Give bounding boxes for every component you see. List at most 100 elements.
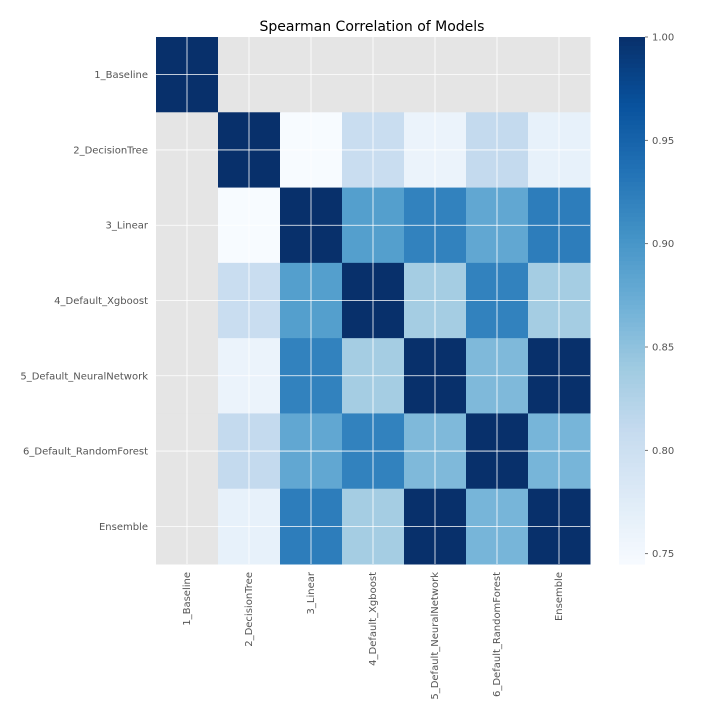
colorbar-segment <box>619 405 645 411</box>
colorbar-segment <box>619 318 645 324</box>
colorbar-tick-label: 1.00 <box>652 33 674 44</box>
colorbar-segment <box>619 54 645 60</box>
colorbar-segment <box>619 155 645 161</box>
colorbar-segment <box>619 190 645 196</box>
colorbar-segment <box>619 111 645 117</box>
colorbar-segment <box>619 335 645 341</box>
colorbar-segment <box>619 85 645 91</box>
colorbar-segment <box>619 89 645 95</box>
colorbar-segment <box>619 476 645 482</box>
colorbar-segment <box>619 419 645 425</box>
row-tick-label: 1_Baseline <box>94 70 148 81</box>
colorbar-segment <box>619 471 645 477</box>
colorbar-segment <box>619 309 645 315</box>
colorbar-segment <box>619 274 645 280</box>
colorbar-segment <box>619 397 645 403</box>
row-tick-labels: 1_Baseline 2_DecisionTree 3_Linear 4_Defaul… <box>20 70 149 533</box>
colorbar-segment <box>619 138 645 143</box>
colorbar-segment <box>619 542 645 548</box>
colorbar-segment <box>619 366 645 372</box>
colorbar-segment <box>619 401 645 407</box>
row-tick-label: 3_Linear <box>106 221 149 232</box>
colorbar-segment <box>619 252 645 258</box>
column-tick-label: 4_Default_Xgboost <box>368 572 379 666</box>
colorbar-segment <box>619 256 645 262</box>
colorbar-segment <box>619 537 645 543</box>
colorbar-segment <box>619 344 645 350</box>
colorbar-segment <box>619 247 645 253</box>
colorbar-segment <box>619 278 645 284</box>
colorbar-segment <box>619 72 645 78</box>
colorbar-segment <box>619 375 645 381</box>
colorbar-segment <box>619 427 645 433</box>
colorbar-segment <box>619 528 645 534</box>
colorbar-segment <box>619 432 645 438</box>
colorbar-segment <box>619 151 645 157</box>
colorbar-segment <box>619 159 645 165</box>
colorbar-segment <box>619 58 645 64</box>
colorbar-segment <box>619 243 645 249</box>
column-tick-label: 5_Default_NeuralNetwork <box>430 572 441 700</box>
colorbar-segment <box>619 361 645 367</box>
colorbar-segment <box>619 340 645 346</box>
colorbar-segment <box>619 445 645 451</box>
colorbar-segment <box>619 63 645 69</box>
colorbar-segment <box>619 357 645 363</box>
row-tick-label: Ensemble <box>99 522 148 533</box>
colorbar-segment <box>619 208 645 214</box>
colorbar-segment <box>619 484 645 490</box>
colorbar-segment <box>619 489 645 495</box>
colorbar-segment <box>619 98 645 104</box>
row-tick-label: 6_Default_RandomForest <box>23 447 148 458</box>
colorbar-segment <box>619 76 645 82</box>
colorbar-segment <box>619 146 645 152</box>
colorbar-segment <box>619 195 645 201</box>
colorbar-segment <box>619 129 645 135</box>
colorbar-segment <box>619 282 645 288</box>
colorbar-segment <box>619 217 645 223</box>
colorbar-segment <box>619 383 645 389</box>
colorbar-segment <box>619 524 645 530</box>
colorbar-segment <box>619 67 645 73</box>
colorbar-segment <box>619 181 645 187</box>
colorbar-segment <box>619 50 645 56</box>
colorbar-tick-label: 0.75 <box>652 549 674 560</box>
column-tick-label: 3_Linear <box>306 571 317 614</box>
colorbar-segment <box>619 45 645 51</box>
colorbar-segment <box>619 173 645 179</box>
colorbar-segment <box>619 322 645 328</box>
colorbar-segment <box>619 296 645 302</box>
colorbar-segment <box>619 493 645 499</box>
column-tick-label: Ensemble <box>554 572 565 621</box>
colorbar-segment <box>619 480 645 486</box>
colorbar-segment <box>619 199 645 205</box>
colorbar-segment <box>619 511 645 517</box>
colorbar-segment <box>619 41 645 47</box>
colorbar-segment <box>619 515 645 521</box>
colorbar-segment <box>619 120 645 126</box>
colorbar-segment <box>619 326 645 332</box>
colorbar-segment <box>619 392 645 398</box>
colorbar-segment <box>619 379 645 385</box>
colorbar-segment <box>619 239 645 245</box>
colorbar-segment <box>619 304 645 310</box>
colorbar-segment <box>619 331 645 337</box>
colorbar-segment <box>619 269 645 275</box>
colorbar-segment <box>619 555 645 561</box>
colorbar-segment <box>619 287 645 293</box>
colorbar-segment <box>619 498 645 504</box>
colorbar-segment <box>619 300 645 306</box>
colorbar-segment <box>619 467 645 473</box>
heatmap-gridlines <box>156 37 590 564</box>
colorbar-segment <box>619 80 645 86</box>
colorbar-segment <box>619 348 645 354</box>
colorbar-segment <box>619 414 645 420</box>
colorbar-tick-label: 0.85 <box>652 343 674 354</box>
colorbar-segment <box>619 410 645 416</box>
colorbar-segment <box>619 388 645 394</box>
colorbar-segment <box>619 313 645 319</box>
colorbar-segment <box>619 449 645 455</box>
chart-title: Spearman Correlation of Models <box>260 19 485 35</box>
